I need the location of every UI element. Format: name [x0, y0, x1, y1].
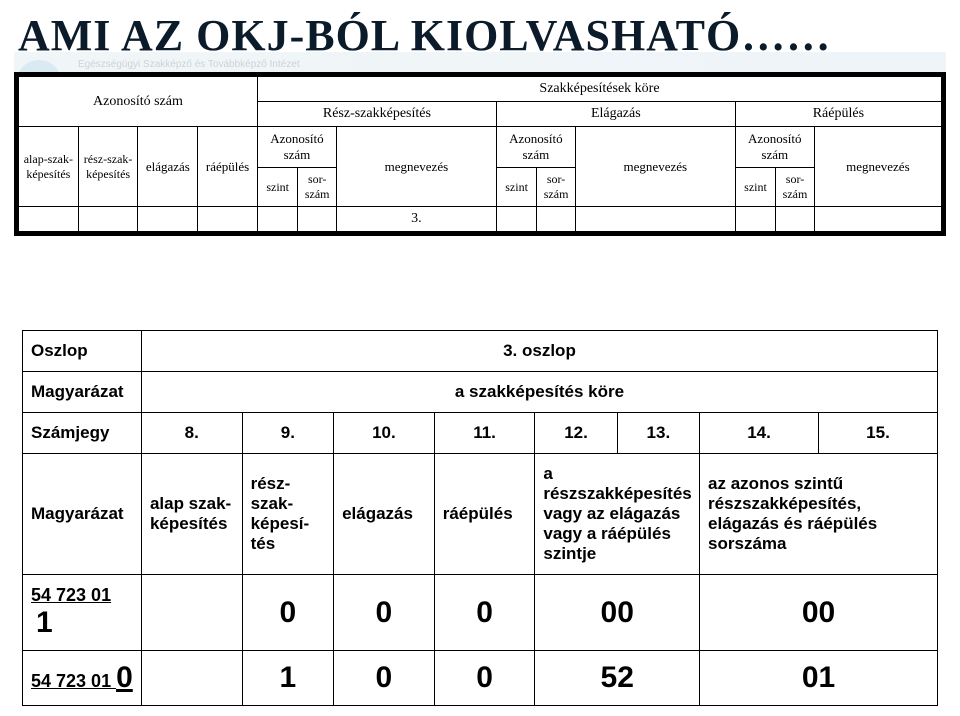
data2-code-u: 54 723 01	[31, 671, 116, 691]
hdr-raepules: ráépülés	[198, 127, 258, 207]
data2-code: 54 723 01 0	[23, 651, 142, 706]
hdr-azonosito-szam: Azonosító szám	[19, 77, 258, 127]
d2-v3: 0	[434, 651, 535, 706]
d2-v5: 01	[700, 651, 938, 706]
hdr-szint-2: szint	[496, 168, 536, 207]
row-magy1-val: a szakképesítés köre	[141, 372, 937, 413]
row-szamjegy-label: Számjegy	[23, 413, 142, 454]
d1-v1: 0	[242, 575, 334, 651]
cell-3: 3.	[336, 207, 496, 232]
row-oszlop-val: 3. oszlop	[141, 331, 937, 372]
hdr-szint-3: szint	[735, 168, 775, 207]
hdr-azszam-3: Azonosító szám	[735, 127, 814, 168]
hdr-resz: rész-szak-képesítés	[78, 127, 138, 207]
d2-v4: 52	[535, 651, 700, 706]
cell-empty	[575, 207, 735, 232]
page-title: AMI AZ OKJ-BÓL KIOLVASHATÓ……	[18, 10, 942, 61]
cell-empty	[298, 207, 337, 232]
magy-elagazas: elágazás	[334, 454, 435, 575]
page: { "title": "AMI AZ OKJ-BÓL KIOLVASHATÓ………	[0, 0, 960, 716]
d2-v1: 1	[242, 651, 334, 706]
cell-empty	[198, 207, 258, 232]
hdr-meg-2: megnevezés	[575, 127, 735, 207]
row-magy1-label: Magyarázat	[23, 372, 142, 413]
cell-empty	[78, 207, 138, 232]
cell-empty	[257, 207, 297, 232]
hdr-sor-1: sor-szám	[298, 168, 337, 207]
hdr-sor-3: sor-szám	[776, 168, 815, 207]
hdr-meg-1: megnevezés	[336, 127, 496, 207]
explain-table: Oszlop 3. oszlop Magyarázat a szakképesí…	[22, 330, 938, 706]
cell-empty	[735, 207, 775, 232]
col-10: 10.	[334, 413, 435, 454]
col-11: 11.	[434, 413, 535, 454]
top-table-wrap: Azonosító szám Szakképesítések köre Rész…	[14, 72, 946, 236]
magy-resz: rész-szak-képesí-tés	[242, 454, 334, 575]
cell-empty	[776, 207, 815, 232]
magy-sorszama: az azonos szintű részszakképesítés, elág…	[700, 454, 938, 575]
data1-code-last: 1	[36, 606, 53, 639]
cell-empty	[138, 207, 198, 232]
hdr-szint-1: szint	[257, 168, 297, 207]
cell-empty	[537, 207, 576, 232]
hdr-meg-3: megnevezés	[814, 127, 941, 207]
magy-alap: alap szak-képesítés	[141, 454, 242, 575]
d1-v3: 0	[434, 575, 535, 651]
hdr-sor-2: sor-szám	[537, 168, 576, 207]
d1-v2: 0	[334, 575, 435, 651]
cell-empty	[496, 207, 536, 232]
data1-code-u: 54 723 01	[31, 585, 111, 605]
row-magy2-label: Magyarázat	[23, 454, 142, 575]
d1-v4: 00	[535, 575, 700, 651]
hdr-azszam-1: Azonosító szám	[257, 127, 336, 168]
hdr-group-resz: Rész-szakképesítés	[257, 102, 496, 127]
col-15: 15.	[818, 413, 937, 454]
data2-code-last: 0	[116, 661, 133, 694]
hdr-szakkepesitesek-kore: Szakképesítések köre	[257, 77, 941, 102]
d2-v2: 0	[334, 651, 435, 706]
row-oszlop-label: Oszlop	[23, 331, 142, 372]
col-8: 8.	[141, 413, 242, 454]
hdr-alap: alap-szak-képesítés	[19, 127, 79, 207]
d1-v5: 00	[700, 575, 938, 651]
data1-code: 54 723 01 1	[23, 575, 142, 651]
col-13: 13.	[617, 413, 699, 454]
top-table: Azonosító szám Szakképesítések köre Rész…	[18, 76, 942, 232]
hdr-group-elagazas: Elágazás	[496, 102, 735, 127]
hdr-azszam-2: Azonosító szám	[496, 127, 575, 168]
magy-szintje: a részszakképesítés vagy az elágazás vag…	[535, 454, 700, 575]
cell-empty	[19, 207, 79, 232]
hdr-elagazas: elágazás	[138, 127, 198, 207]
hdr-group-raepules: Ráépülés	[735, 102, 941, 127]
magy-raepules: ráépülés	[434, 454, 535, 575]
lower-table-wrap: Oszlop 3. oszlop Magyarázat a szakképesí…	[22, 330, 938, 706]
col-12: 12.	[535, 413, 617, 454]
col-9: 9.	[242, 413, 334, 454]
col-14: 14.	[700, 413, 819, 454]
cell-empty	[814, 207, 941, 232]
